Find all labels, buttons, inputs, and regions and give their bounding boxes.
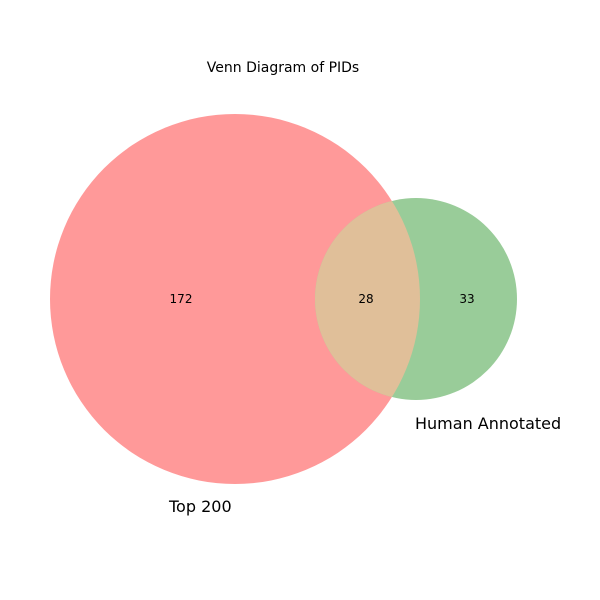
count-human-annotated-only: 33 xyxy=(459,292,474,306)
set-label-top-200: Top 200 xyxy=(168,497,232,516)
intersection-region xyxy=(315,198,420,400)
count-intersection: 28 xyxy=(358,292,373,306)
set-label-human-annotated: Human Annotated xyxy=(415,414,561,433)
set-circle-top-200 xyxy=(50,114,420,484)
count-top-200-only: 172 xyxy=(170,292,193,306)
diagram-title: Venn Diagram of PIDs xyxy=(207,60,359,76)
